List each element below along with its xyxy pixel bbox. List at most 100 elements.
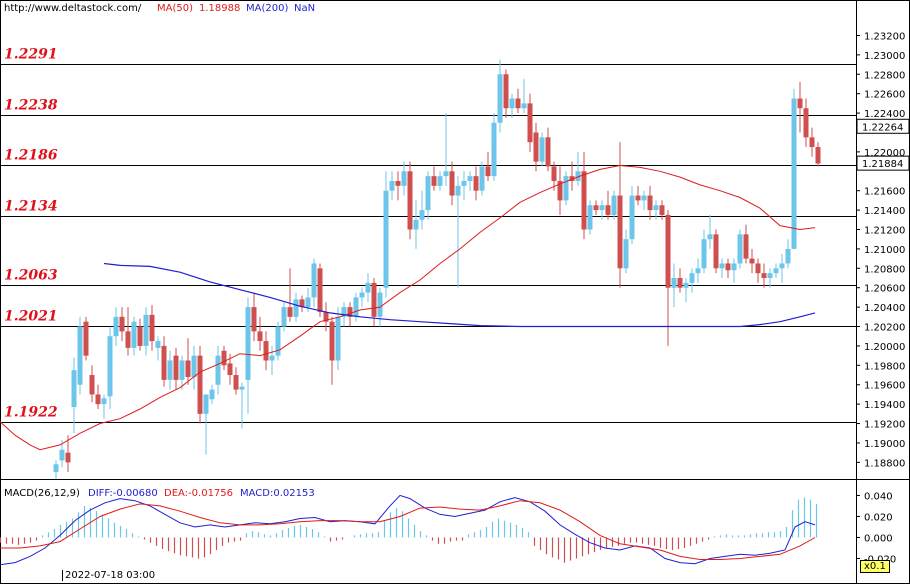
candle-body <box>149 314 155 342</box>
price-tick-label: 1.19200 <box>864 420 905 431</box>
candle-body <box>419 210 425 220</box>
candle-body <box>803 108 809 138</box>
candle-body <box>605 205 611 215</box>
candle-body <box>365 282 371 293</box>
candle-body <box>281 307 287 327</box>
candle-body <box>593 205 599 211</box>
candle-body <box>719 263 725 269</box>
candle-body <box>197 355 203 414</box>
candle-body <box>701 239 707 269</box>
candle-body <box>395 180 401 186</box>
macd-tick-label: 0.040 <box>864 491 893 502</box>
candle-body <box>59 449 65 461</box>
price-tick-label: 1.21600 <box>864 187 905 198</box>
candle-body <box>167 360 173 380</box>
candle-body <box>683 282 689 288</box>
candle-body <box>785 248 791 264</box>
candle-body <box>611 195 617 215</box>
level-label: 1.2238 <box>4 98 58 114</box>
candle-body <box>455 185 461 196</box>
macd-tick-label: 0.020 <box>864 512 893 523</box>
level-label: 1.2021 <box>4 309 58 325</box>
candle-body <box>227 363 233 376</box>
price-tick-label: 1.23000 <box>864 51 905 62</box>
candle-body <box>533 132 539 162</box>
level-label: 1.1922 <box>4 405 58 421</box>
level-label: 1.2134 <box>4 199 58 215</box>
price-chart: 1.2291 1.2238 1.2186 1.2134 1.2063 1.2021 1.19… <box>0 47 856 480</box>
candle-body <box>671 278 677 288</box>
candle-body <box>185 360 191 377</box>
candle-body <box>491 122 497 177</box>
price-tick-label: 1.19400 <box>864 400 905 411</box>
candle-body <box>677 278 683 288</box>
candle-body <box>275 326 281 356</box>
price-tick-label: 1.19000 <box>864 439 905 450</box>
candle-body <box>287 307 293 317</box>
macd-tick-label: -0.020 <box>864 554 896 565</box>
candle-body <box>599 205 605 211</box>
candle-body <box>707 234 713 240</box>
candle-body <box>539 137 545 162</box>
candle-body <box>809 137 815 148</box>
candle-body <box>563 176 569 201</box>
candle-body <box>581 171 587 230</box>
candle-body <box>617 195 623 269</box>
candle-body <box>263 341 269 361</box>
candle-body <box>575 171 581 181</box>
price-tick-label: 1.20800 <box>864 264 905 275</box>
candle-body <box>353 297 359 317</box>
candle-body <box>461 180 467 186</box>
candle-body <box>521 103 527 109</box>
candle-body <box>179 360 185 380</box>
candle-body <box>203 394 209 414</box>
candle-body <box>323 311 329 322</box>
candle-body <box>413 219 419 230</box>
candle-body <box>731 263 737 271</box>
candle-body <box>317 268 323 312</box>
candle-body <box>569 176 575 181</box>
candle-body <box>437 176 443 186</box>
candle-body <box>77 326 83 385</box>
candle-body <box>473 176 479 191</box>
candle-body <box>173 355 179 380</box>
candle-body <box>527 103 533 143</box>
price-tick-label: 1.19800 <box>864 361 905 372</box>
ma200-line <box>103 262 816 328</box>
price-tick-label: 1.20400 <box>864 303 905 314</box>
candle-body <box>503 74 509 109</box>
header-ma200-label: MA(200) <box>246 3 289 14</box>
macd-dea: DEA:-0.01756 <box>164 488 234 499</box>
candle-body <box>155 341 161 348</box>
price-tick-label: 1.19600 <box>864 381 905 392</box>
candle-body <box>305 297 311 308</box>
candle-body <box>761 273 767 279</box>
header-ma200-value: NaN <box>294 3 316 14</box>
candle-body <box>695 268 701 274</box>
candle-body <box>335 316 341 361</box>
candle-body <box>143 314 149 346</box>
candle-body <box>725 263 731 271</box>
candle-body <box>221 350 227 366</box>
candle-body <box>467 176 473 181</box>
time-label: 2022-07-18 03:00 <box>62 570 158 581</box>
candle-body <box>359 292 365 298</box>
price-tick-label: 1.23200 <box>864 31 905 42</box>
candle-body <box>107 336 113 397</box>
candle-body <box>251 307 257 332</box>
candle-body <box>347 307 353 317</box>
header-url[interactable]: http://www.deltastock.com/ <box>4 3 142 14</box>
candle-body <box>389 180 395 191</box>
candle-body <box>629 195 635 240</box>
zoom-indicator[interactable]: x0.1 <box>860 560 890 573</box>
candle-body <box>749 258 755 264</box>
candle-body <box>101 398 107 405</box>
candle-body <box>653 205 659 211</box>
price-tick-label: 1.21400 <box>864 206 905 217</box>
candle-body <box>443 171 449 177</box>
candle-body <box>797 98 803 109</box>
header-ma50-value: 1.18988 <box>199 3 241 14</box>
